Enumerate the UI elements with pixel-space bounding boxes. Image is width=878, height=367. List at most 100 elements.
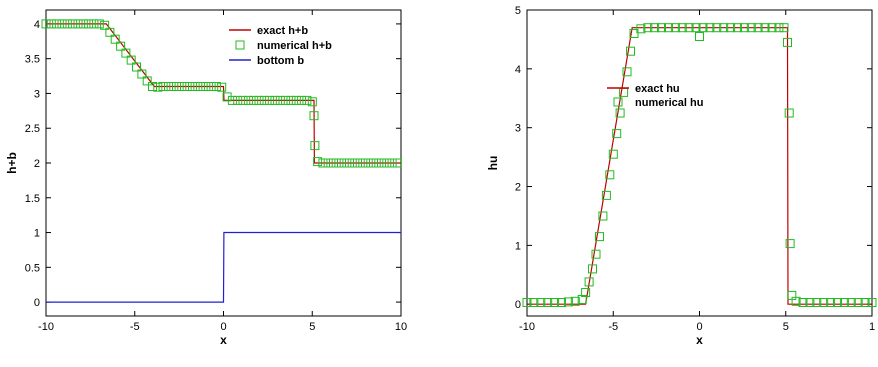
series-line xyxy=(46,231,401,303)
data-point xyxy=(581,288,591,297)
legend-marker xyxy=(613,97,623,107)
x-tick-label: 10 xyxy=(395,321,407,333)
data-point xyxy=(387,158,397,168)
data-point xyxy=(657,23,666,33)
data-point xyxy=(153,82,163,92)
data-point xyxy=(543,298,553,307)
series-numerical-h-b xyxy=(41,19,402,168)
data-point xyxy=(753,23,763,33)
data-point xyxy=(712,23,722,33)
x-tick-label: 0 xyxy=(696,321,702,333)
data-point xyxy=(867,298,877,307)
data-point xyxy=(839,298,849,307)
data-point xyxy=(345,158,354,168)
data-point xyxy=(846,298,856,307)
data-point xyxy=(323,158,333,168)
data-point xyxy=(307,97,317,107)
x-tick-label: 0 xyxy=(220,321,226,333)
data-point xyxy=(281,95,291,105)
data-point xyxy=(746,23,756,33)
data-point xyxy=(270,95,280,105)
data-point xyxy=(116,41,126,51)
data-point xyxy=(310,141,320,151)
data-point xyxy=(62,19,72,29)
data-point xyxy=(529,298,539,307)
legend-label: exact h+b xyxy=(257,25,308,37)
data-point xyxy=(249,95,259,105)
y-tick-label: 2 xyxy=(515,182,521,194)
data-point xyxy=(626,46,635,56)
data-point xyxy=(211,82,221,91)
data-point xyxy=(238,95,248,105)
data-point xyxy=(684,23,694,33)
data-point xyxy=(334,158,344,168)
x-tick-label: -5 xyxy=(608,321,618,333)
data-point xyxy=(318,158,328,168)
data-point xyxy=(350,158,360,168)
data-point xyxy=(313,157,323,167)
data-point xyxy=(767,23,777,33)
y-tick-label: 2.5 xyxy=(25,123,40,135)
data-point xyxy=(259,95,269,105)
data-point xyxy=(302,95,312,105)
data-point xyxy=(726,23,736,33)
data-point xyxy=(584,277,594,287)
x-tick-label: -5 xyxy=(130,321,140,333)
y-tick-label: 0 xyxy=(515,299,521,311)
data-point xyxy=(190,82,200,91)
data-point xyxy=(57,19,67,29)
data-point xyxy=(148,82,157,91)
data-point xyxy=(608,149,618,159)
data-point xyxy=(853,298,863,307)
data-point xyxy=(217,82,227,92)
series-exact-hu xyxy=(527,27,872,305)
series-numerical-hu xyxy=(522,23,877,307)
data-point xyxy=(605,170,615,180)
data-point xyxy=(629,29,639,38)
series-bottom-b xyxy=(46,231,401,303)
x-tick-label: -10 xyxy=(38,321,54,333)
data-point xyxy=(105,27,115,37)
data-point xyxy=(329,158,338,168)
y-tick-label: 5 xyxy=(515,5,521,17)
data-point xyxy=(377,158,386,168)
y-axis-label: h+b xyxy=(5,152,19,174)
data-point xyxy=(41,19,51,29)
y-tick-label: 1 xyxy=(515,240,521,252)
data-point xyxy=(132,62,141,72)
data-point xyxy=(739,23,749,33)
data-point xyxy=(779,23,789,33)
y-tick-label: 2 xyxy=(34,158,40,170)
data-point xyxy=(557,298,566,307)
data-point xyxy=(339,158,349,168)
plot-frame xyxy=(526,9,873,317)
x-axis-label: x xyxy=(696,333,703,347)
data-point xyxy=(137,69,147,79)
data-point xyxy=(361,158,370,168)
x-tick-label: 1 xyxy=(869,321,875,333)
legend: exact hu numerical hu xyxy=(607,83,703,109)
data-point xyxy=(695,32,704,41)
data-point xyxy=(783,37,792,47)
data-point xyxy=(164,82,173,91)
data-point xyxy=(819,298,829,307)
data-point xyxy=(126,55,136,65)
y-tick-label: 0 xyxy=(34,297,40,309)
data-point xyxy=(243,95,253,105)
data-point xyxy=(201,82,211,91)
y-tick-label: 3.5 xyxy=(25,54,40,66)
data-point xyxy=(522,298,532,307)
data-point xyxy=(570,296,580,306)
data-point xyxy=(595,232,604,242)
data-point xyxy=(705,23,715,33)
data-point xyxy=(94,19,104,29)
data-point xyxy=(791,296,801,306)
data-point xyxy=(142,76,152,86)
data-point xyxy=(643,23,653,33)
y-tick-label: 1.5 xyxy=(25,193,40,205)
data-point xyxy=(860,298,870,307)
data-point xyxy=(73,19,83,29)
data-point xyxy=(677,23,687,33)
legend-label: exact hu xyxy=(635,83,680,95)
